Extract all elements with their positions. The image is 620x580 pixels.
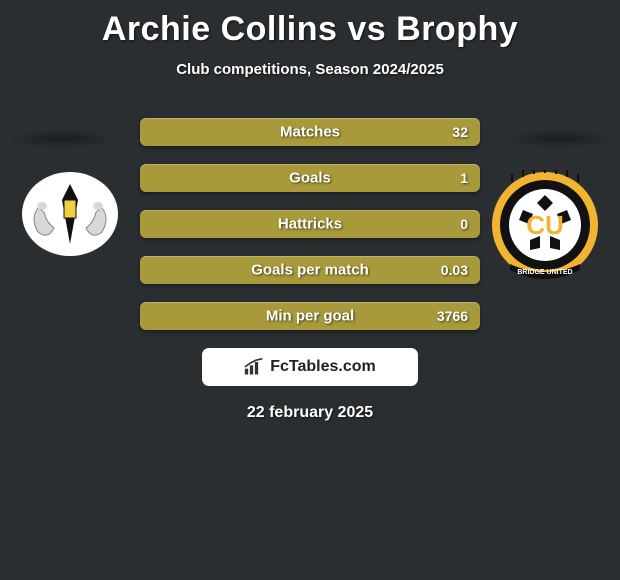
page-title: Archie Collins vs Brophy: [0, 0, 620, 49]
left-club-crest: [20, 170, 120, 265]
stat-bar-label: Goals: [289, 170, 331, 187]
stat-bar-label: Matches: [280, 124, 340, 141]
stat-bar-value: 0: [460, 216, 468, 232]
stat-bar: Matches 32: [140, 118, 480, 146]
stat-bar: Hattricks 0: [140, 210, 480, 238]
crest-right-bottom-text: BRIDGE UNITED: [517, 269, 572, 276]
stat-bar-value: 3766: [437, 308, 468, 324]
stat-bar-value: 32: [452, 124, 468, 140]
subtitle: Club competitions, Season 2024/2025: [0, 61, 620, 78]
chart-icon: [244, 358, 264, 376]
crest-right-letters: CU: [526, 210, 564, 240]
stat-bar-value: 1: [460, 170, 468, 186]
stat-bar-label: Hattricks: [278, 216, 342, 233]
right-club-crest: CU BRIDGE UNITED: [490, 170, 600, 295]
stats-bars: Matches 32 Goals 1 Hattricks 0 Goals per match…: [140, 118, 480, 330]
stat-bar: Goals 1: [140, 164, 480, 192]
stat-bar-label: Min per goal: [266, 308, 354, 325]
attribution-badge: FcTables.com: [202, 348, 418, 386]
stat-bar: Min per goal 3766: [140, 302, 480, 330]
attribution-text: FcTables.com: [270, 358, 376, 376]
stat-bar-value: 0.03: [441, 262, 468, 278]
stat-bar: Goals per match 0.03: [140, 256, 480, 284]
stat-bar-label: Goals per match: [251, 262, 369, 279]
date-label: 22 february 2025: [0, 404, 620, 422]
left-player-shadow: [8, 130, 114, 148]
right-player-shadow: [506, 130, 612, 148]
